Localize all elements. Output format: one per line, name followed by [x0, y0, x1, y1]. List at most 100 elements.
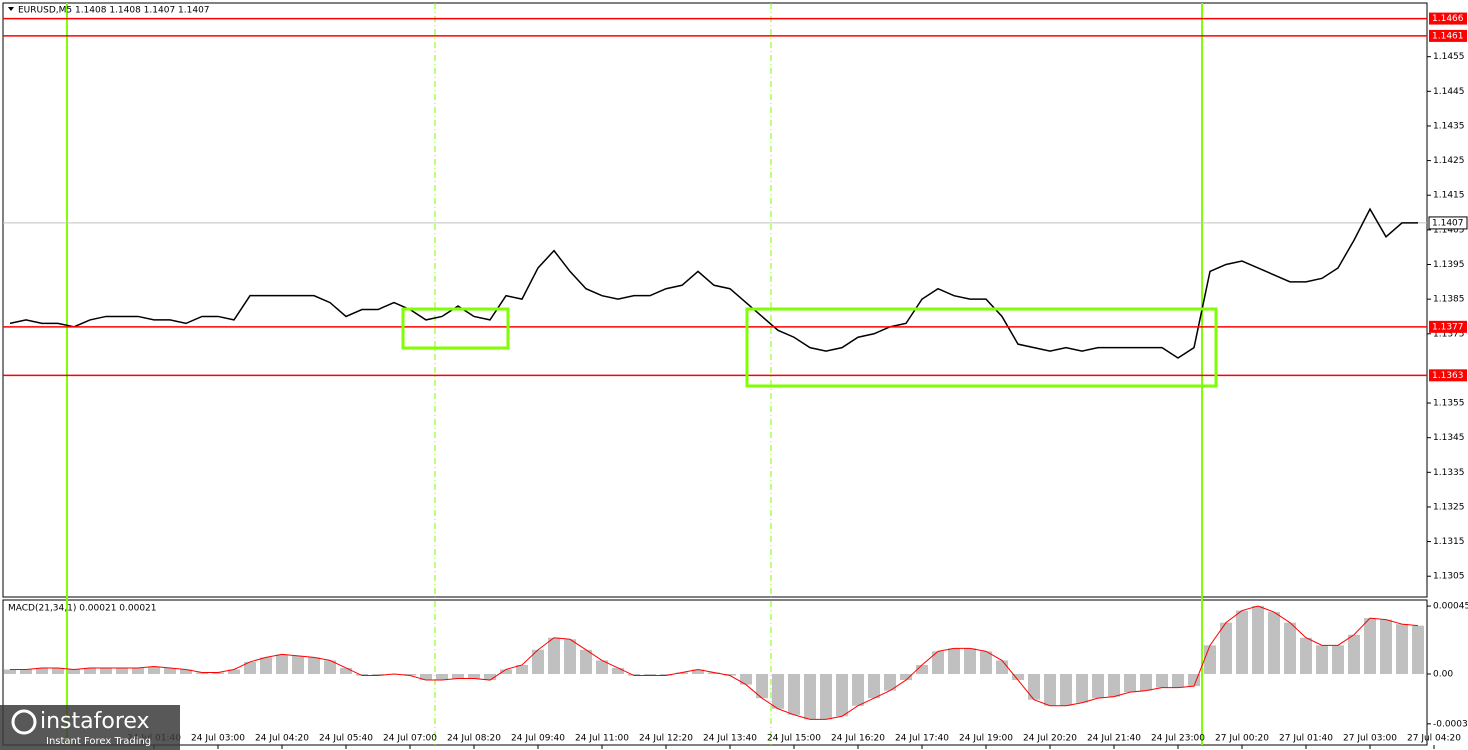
- macd-bar: [1028, 674, 1040, 700]
- macd-bar: [532, 649, 544, 675]
- y-tick-label: 1.1455: [1433, 52, 1465, 62]
- macd-signal: [10, 605, 1419, 720]
- level-label: 1.1461: [1432, 31, 1464, 41]
- level-label-box: [1429, 12, 1467, 25]
- y-tick-label: 0.00045: [1433, 602, 1468, 612]
- y-tick-label: 1.1315: [1433, 537, 1465, 547]
- macd-bar: [484, 674, 496, 681]
- x-tick-label: 27 Jul 03:00: [1343, 734, 1397, 744]
- macd-bar: [516, 664, 528, 675]
- y-tick-label: 1.1445: [1433, 87, 1465, 97]
- macd-bar: [580, 649, 592, 675]
- y-tick-label: 1.1375: [1433, 329, 1465, 339]
- macd-bar: [564, 639, 576, 675]
- macd-bar: [612, 667, 624, 675]
- macd-bar: [148, 666, 160, 675]
- macd-bar: [276, 654, 288, 675]
- macd-header: MACD(21,34,1) 0.00021 0.00021: [8, 604, 157, 614]
- macd-bar: [820, 674, 832, 720]
- y-tick-label: 1.1385: [1433, 295, 1465, 305]
- macd-bar: [1220, 622, 1232, 675]
- macd-bar: [1108, 674, 1120, 697]
- macd-bar: [436, 674, 448, 681]
- price-pane: [2, 2, 1428, 598]
- macd-bar: [1060, 674, 1072, 706]
- macd-bar: [68, 669, 80, 675]
- macd-bar: [244, 661, 256, 675]
- x-tick-label: 27 Jul 01:40: [1279, 734, 1333, 744]
- macd-bar: [1188, 674, 1200, 687]
- logo-icon: [11, 709, 37, 735]
- macd-bar: [100, 667, 112, 675]
- x-tick-label: 24 Jul 21:40: [1087, 734, 1141, 744]
- x-tick-label: 24 Jul 20:20: [1023, 734, 1077, 744]
- macd-bar: [692, 669, 704, 675]
- macd-bar: [468, 674, 480, 679]
- macd-bar: [1316, 645, 1328, 675]
- macd-bar: [596, 660, 608, 675]
- macd-bar: [372, 674, 384, 676]
- macd-bar: [1380, 619, 1392, 675]
- macd-bar: [340, 667, 352, 675]
- y-tick-label: -0.00033: [1433, 719, 1468, 729]
- macd-bar: [916, 664, 928, 675]
- macd-bar: [1236, 610, 1248, 675]
- macd-bar: [724, 674, 736, 676]
- macd-bar: [1348, 634, 1360, 675]
- macd-bar: [1044, 674, 1056, 706]
- x-tick-label: 27 Jul 04:20: [1407, 734, 1461, 744]
- level-label-box: [1429, 369, 1467, 382]
- macd-bar: [772, 674, 784, 709]
- macd-bar: [132, 667, 144, 675]
- level-label-box: [1429, 320, 1467, 333]
- macd-bar: [1124, 674, 1136, 693]
- macd-bar: [420, 674, 432, 681]
- macd-bar: [228, 669, 240, 675]
- macd-bar: [36, 667, 48, 675]
- y-tick-label: 1.1415: [1433, 191, 1465, 201]
- macd-bar: [708, 672, 720, 675]
- x-tick-label: 24 Jul 19:00: [959, 734, 1013, 744]
- macd-bar: [964, 648, 976, 675]
- macd-bar: [660, 674, 672, 676]
- macd-bar: [836, 674, 848, 717]
- macd-bar: [676, 672, 688, 675]
- macd-bar: [4, 669, 16, 675]
- x-tick-label: 24 Jul 16:20: [831, 734, 885, 744]
- menu-arrow[interactable]: [8, 7, 14, 11]
- macd-bar: [260, 657, 272, 675]
- macd-bar: [500, 669, 512, 675]
- macd-bar: [644, 674, 656, 676]
- current-price-box: [1428, 216, 1468, 230]
- symbol-header: EURUSD,M5 1.1408 1.1408 1.1407 1.1407: [18, 6, 210, 16]
- x-tick-label: 24 Jul 23:00: [1151, 734, 1205, 744]
- macd-bar: [1364, 618, 1376, 675]
- macd-bar: [980, 651, 992, 675]
- y-tick-label: 1.1325: [1433, 502, 1465, 512]
- level-label: 1.1377: [1432, 322, 1464, 332]
- macd-bar: [1332, 645, 1344, 675]
- macd-bar: [1284, 622, 1296, 675]
- y-tick-label: 1.1335: [1433, 468, 1465, 478]
- macd-bar: [308, 657, 320, 675]
- macd-bar: [628, 674, 640, 676]
- y-tick-label: 1.1425: [1433, 156, 1465, 166]
- range-box: [401, 307, 510, 350]
- x-tick-label: 24 Jul 11:00: [575, 734, 629, 744]
- macd-bar: [788, 674, 800, 715]
- macd-bar: [292, 655, 304, 675]
- x-tick-label: 24 Jul 09:40: [511, 734, 565, 744]
- macd-bar: [900, 674, 912, 681]
- macd-bar: [884, 674, 896, 691]
- macd-bar: [1268, 612, 1280, 675]
- macd-bar: [868, 674, 880, 699]
- macd-bar: [1252, 606, 1264, 675]
- macd-bar: [948, 648, 960, 675]
- macd-bar: [756, 674, 768, 699]
- macd-bar: [932, 651, 944, 675]
- macd-bar: [180, 669, 192, 675]
- y-tick-label: 1.1355: [1433, 399, 1465, 409]
- x-tick-label: 24 Jul 07:00: [383, 734, 437, 744]
